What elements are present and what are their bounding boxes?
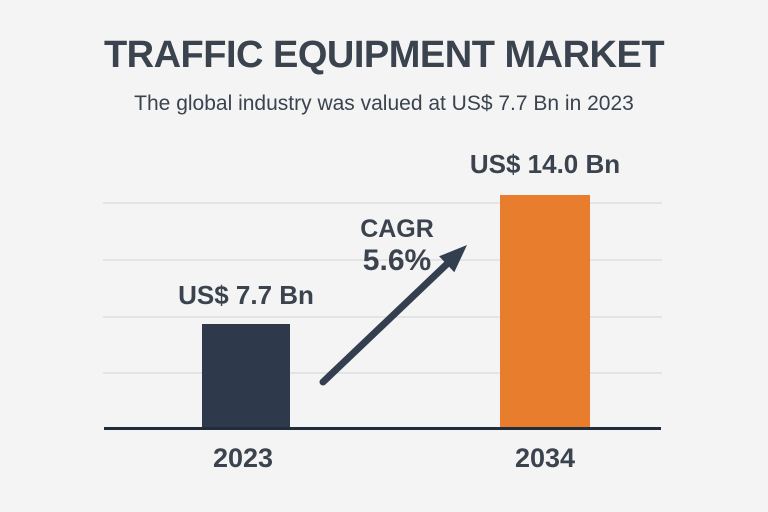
growth-arrow-icon — [319, 245, 467, 386]
gridline — [103, 202, 662, 204]
gridline — [103, 372, 662, 374]
x-axis-line — [104, 427, 661, 430]
cagr-annotation: CAGR 5.6% — [327, 215, 467, 277]
bar-2034 — [500, 195, 590, 427]
gridline — [103, 259, 662, 261]
bar-value-label-2023: US$ 7.7 Bn — [178, 280, 314, 310]
gridline — [103, 316, 662, 318]
x-axis-label-2023: 2023 — [212, 443, 274, 473]
cagr-value: 5.6% — [362, 243, 432, 277]
page-subtitle: The global industry was valued at US$ 7.… — [134, 92, 634, 115]
page-title: TRAFFIC EQUIPMENT MARKET — [103, 34, 665, 76]
bar-2023 — [202, 324, 290, 427]
x-axis-label-2034: 2034 — [514, 443, 576, 473]
bar-value-label-2034: US$ 14.0 Bn — [469, 149, 621, 179]
cagr-label: CAGR — [360, 215, 434, 243]
